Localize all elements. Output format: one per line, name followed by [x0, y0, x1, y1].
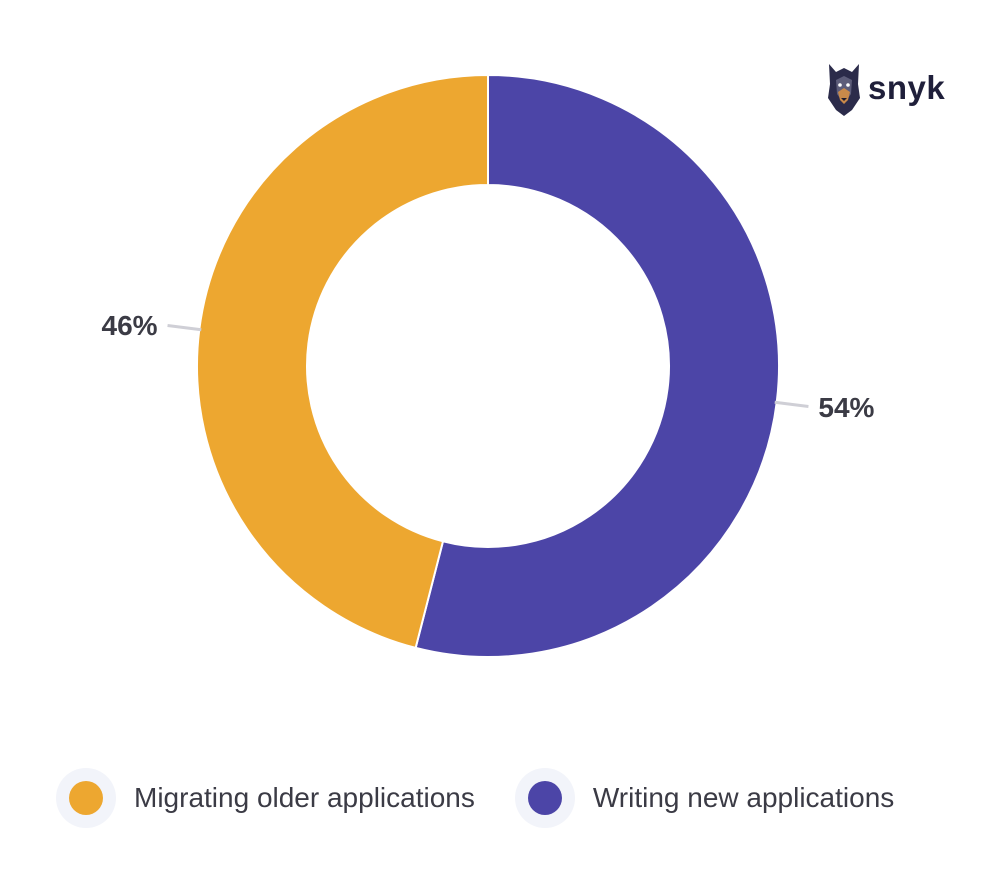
- leader-line: [774, 400, 809, 408]
- legend-label: Migrating older applications: [134, 782, 475, 813]
- legend-swatch-bg: [56, 768, 116, 828]
- legend: Migrating older applications Writing new…: [56, 768, 934, 828]
- data-label: 54%: [818, 392, 874, 423]
- legend-item-migrating: Migrating older applications: [56, 768, 475, 828]
- legend-swatch: [527, 781, 562, 815]
- data-label: 46%: [102, 310, 158, 341]
- legend-item-writing: Writing new applications: [514, 768, 895, 828]
- legend-label: Writing new applications: [592, 782, 895, 813]
- doberman-icon: [828, 64, 860, 116]
- snyk-logo: snyk: [826, 58, 945, 118]
- legend-swatch-bg: [514, 768, 575, 828]
- logo-text: snyk: [868, 69, 946, 106]
- slice-migrating-older-applications: [196, 73, 489, 650]
- leader-line: [167, 324, 202, 332]
- legend-swatch: [69, 781, 103, 815]
- slice-writing-new-applications: [414, 73, 780, 658]
